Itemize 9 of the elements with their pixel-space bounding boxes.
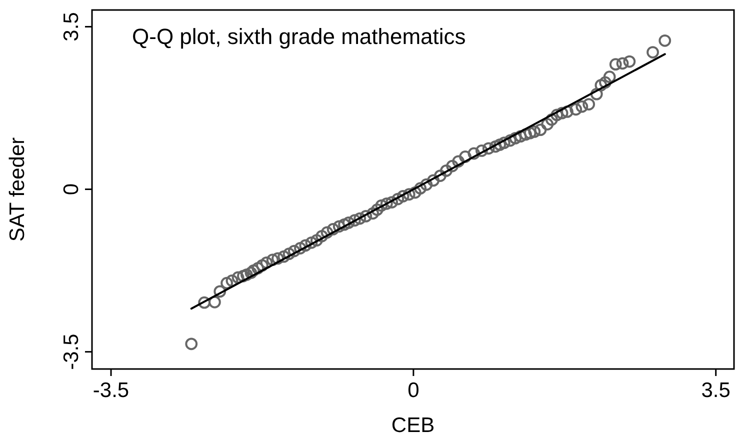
y-tick-label: -3.5: [60, 334, 83, 370]
y-tick-label: 3.5: [60, 12, 83, 42]
y-tick-label: 0: [60, 183, 83, 196]
x-tick-label: -3.5: [92, 379, 130, 402]
x-tick-label: 3.5: [701, 379, 730, 402]
x-tick-label: 0: [408, 379, 420, 402]
x-axis-title: CEB: [391, 414, 435, 436]
y-axis-title: SAT feeder: [6, 137, 29, 242]
text: Q-Q plot, sixth grade mathematics: [132, 24, 466, 49]
